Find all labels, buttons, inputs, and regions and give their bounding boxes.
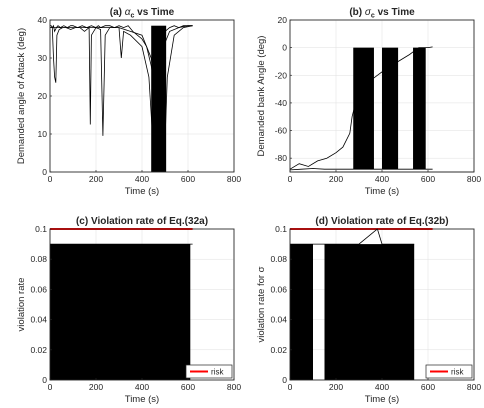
series-line <box>50 24 193 97</box>
y-tick-label: 0.08 <box>270 254 287 264</box>
legend-box <box>185 364 233 379</box>
subplot-3: 0 200 400 600 800 0 0.02 0.04 0.06 0.08 0.1 (c) Vio… <box>16 216 241 405</box>
x-tick-label: 600 <box>421 382 435 392</box>
y-axis-label: violation rate <box>16 278 27 332</box>
x-axis-label: Time (s) <box>365 186 399 197</box>
y-tick-label: 30 <box>38 53 48 63</box>
y-tick-label: 0.06 <box>30 284 47 294</box>
subplot-1: 0 200 400 600 800 0 10 20 30 40 (a) αc vs Time Time… <box>16 7 241 197</box>
y-tick-label: -40 <box>275 98 288 108</box>
y-tick-label: -80 <box>275 153 288 163</box>
y-tick-label: 0 <box>282 375 287 385</box>
x-tick-label: 600 <box>181 382 195 392</box>
y-tick-label: -20 <box>275 70 288 80</box>
y-tick-label: 0.06 <box>270 284 287 294</box>
dense-trajectory-region <box>50 244 191 380</box>
series-line <box>50 25 193 173</box>
y-tick-label: 0.04 <box>270 315 287 325</box>
x-tick-label: 600 <box>421 174 435 184</box>
x-tick-label: 800 <box>227 174 241 184</box>
x-tick-label: 800 <box>227 382 241 392</box>
subplot-title: (c) Violation rate of Eq.(32a) <box>76 216 208 227</box>
series-line <box>289 168 433 171</box>
subplot-4: 0 200 400 600 800 0 0.02 0.04 0.06 0.08 0.1 (d) Vio… <box>256 216 481 405</box>
series-line <box>289 46 433 170</box>
x-tick-label: 0 <box>48 382 53 392</box>
y-tick-label: 0 <box>42 167 47 177</box>
x-tick-label: 200 <box>89 174 103 184</box>
x-tick-label: 200 <box>329 382 343 392</box>
x-tick-label: 200 <box>329 174 343 184</box>
x-tick-label: 800 <box>467 174 481 184</box>
y-tick-label: 0 <box>282 43 287 53</box>
y-tick-label: -60 <box>275 126 288 136</box>
y-tick-label: 0 <box>42 375 47 385</box>
y-tick-label: 0.02 <box>30 345 47 355</box>
subplot-title: (d) Violation rate of Eq.(32b) <box>315 216 448 227</box>
y-tick-label: 20 <box>38 91 48 101</box>
y-axis-label: Demanded bank Angle (deg) <box>256 36 267 157</box>
y-tick-label: 0.1 <box>35 224 47 234</box>
x-tick-label: 400 <box>375 174 389 184</box>
y-axis-label: Demanded angle of Attack (deg) <box>16 28 27 164</box>
x-tick-label: 0 <box>288 382 293 392</box>
x-tick-label: 400 <box>375 382 389 392</box>
x-tick-label: 400 <box>135 382 149 392</box>
legend-label: risk <box>211 368 224 377</box>
legend: risk <box>185 364 233 379</box>
dense-trajectory-region <box>413 47 426 170</box>
legend-label: risk <box>451 368 464 377</box>
y-tick-label: 0.1 <box>275 224 287 234</box>
x-axis-label: Time (s) <box>365 394 399 405</box>
legend-box <box>425 364 473 379</box>
subplot-title: (b) σc vs Time <box>349 7 415 20</box>
x-tick-label: 0 <box>48 174 53 184</box>
legend: risk <box>425 364 473 379</box>
subplot-2: 0 200 400 600 800 -80 -60 -40 -20 0 20 (b) σc vs Ti… <box>256 7 481 197</box>
dense-trajectory-region <box>324 244 415 380</box>
y-tick-label: 20 <box>278 15 288 25</box>
x-tick-label: 200 <box>89 382 103 392</box>
dense-trajectory-region <box>353 47 374 170</box>
x-axis-label: Time (s) <box>125 186 159 197</box>
x-tick-label: 600 <box>181 174 195 184</box>
x-tick-label: 800 <box>467 382 481 392</box>
x-axis-label: Time (s) <box>125 394 159 405</box>
y-tick-label: 0.04 <box>30 315 47 325</box>
y-axis-label: violation rate for σ <box>256 266 267 342</box>
dense-trajectory-region <box>290 244 313 380</box>
x-tick-label: 400 <box>135 174 149 184</box>
y-tick-label: 0.08 <box>30 254 47 264</box>
subplot-title: (a) αc vs Time <box>110 7 175 20</box>
x-tick-label: 0 <box>288 174 293 184</box>
y-tick-label: 40 <box>38 15 48 25</box>
y-tick-label: 10 <box>38 129 48 139</box>
dense-trajectory-region <box>382 47 399 170</box>
y-tick-label: 0.02 <box>270 345 287 355</box>
